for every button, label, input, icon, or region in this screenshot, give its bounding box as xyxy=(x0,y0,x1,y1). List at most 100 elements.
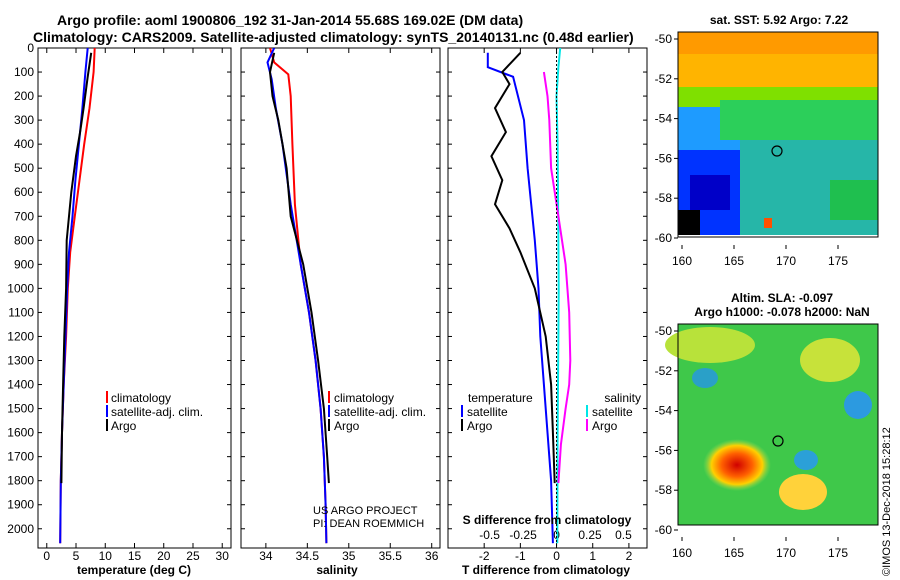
imos-watermark: ©IMOS 13-Dec-2018 15:28:12 xyxy=(881,427,893,576)
depth-tick-label: 1700 xyxy=(7,450,34,464)
secondary-x-tick-label: -0.5 xyxy=(479,528,500,542)
sla-warm-anomaly xyxy=(703,439,771,491)
x-tick-label: 35 xyxy=(342,549,356,563)
sst-green-patch xyxy=(830,180,878,220)
x-tick-label: 35.5 xyxy=(379,549,403,563)
depth-tick-label: 0 xyxy=(27,41,34,55)
depth-tick-label: 600 xyxy=(14,185,34,199)
depth-tick-label: 400 xyxy=(14,137,34,151)
secondary-xlabel: S difference from climatology xyxy=(463,513,632,527)
difference-panel xyxy=(447,47,648,549)
series-line-s-argo xyxy=(542,71,572,484)
sst-warmer-band xyxy=(678,32,878,54)
lon-tick-label: 160 xyxy=(672,254,692,268)
series-line-s-satellite xyxy=(555,48,562,544)
sst-map-title: sat. SST: 5.92 Argo: 7.22 xyxy=(710,13,849,27)
depth-tick-label: 1200 xyxy=(7,329,34,343)
legend-s-satellite: satellite xyxy=(592,405,633,419)
x-tick-label: 1 xyxy=(589,549,596,563)
x-tick-label: 10 xyxy=(99,549,113,563)
argo-float-marker xyxy=(772,435,784,447)
depth-tick-label: 2000 xyxy=(7,522,34,536)
x-tick-label: 20 xyxy=(157,549,171,563)
depth-tick-label: 900 xyxy=(14,257,34,271)
salinity-panel xyxy=(240,47,441,549)
lat-tick-label: -60 xyxy=(655,523,673,537)
secondary-x-tick-label: 0.25 xyxy=(578,528,602,542)
lat-tick-label: -60 xyxy=(655,231,673,245)
lon-tick-label: 165 xyxy=(724,546,744,560)
legend-t-argo: Argo xyxy=(467,419,493,433)
lon-tick-label: 175 xyxy=(828,254,848,268)
depth-tick-label: 1300 xyxy=(7,354,34,368)
depth-tick-label: 700 xyxy=(14,209,34,223)
secondary-x-tick-label: -0.25 xyxy=(509,528,537,542)
sla-blue-eddy xyxy=(844,391,872,419)
sst-map-frame xyxy=(677,31,879,238)
sla-blue-eddy xyxy=(692,368,718,388)
argo-float-marker xyxy=(771,145,783,157)
legend-satellite: satellite-adj. clim. xyxy=(111,405,203,419)
depth-tick-label: 1800 xyxy=(7,474,34,488)
depth-tick-label: 1500 xyxy=(7,402,34,416)
x-tick-label: 25 xyxy=(186,549,200,563)
lat-tick-label: -54 xyxy=(655,404,673,418)
legend-climatology: climatology xyxy=(334,391,394,405)
sla-map: -50 -52 -54 -56 -58 -60 160 165 170 175 xyxy=(655,323,879,560)
series-line-t-argo xyxy=(490,52,556,484)
salinity-xlabel: salinity xyxy=(316,563,358,577)
lat-tick-label: -52 xyxy=(655,72,673,86)
temperature-series xyxy=(59,48,96,544)
depth-axis: 0 100 200 300 400 500 600 700 800 900 1000 1100 1200… xyxy=(7,41,34,536)
x-tick-label: 2 xyxy=(626,549,633,563)
depth-tick-label: 1400 xyxy=(7,378,34,392)
lon-tick-label: 175 xyxy=(828,546,848,560)
series-line-argo xyxy=(60,52,93,484)
depth-tick-label: 1900 xyxy=(7,498,34,512)
temperature-legend: climatology satellite-adj. clim. Argo xyxy=(106,391,203,433)
secondary-x-tick-label: 0.5 xyxy=(615,528,632,542)
lat-tick-label: -58 xyxy=(655,191,673,205)
lon-tick-label: 170 xyxy=(776,546,796,560)
plot-title-line2: Climatology: CARS2009. Satellite-adjuste… xyxy=(33,29,634,45)
series-line-t-satellite xyxy=(486,52,554,544)
difference-legend: temperature satellite Argo salinity sate… xyxy=(461,391,641,527)
lon-tick-label: 160 xyxy=(672,546,692,560)
x-tick-label: 5 xyxy=(73,549,80,563)
sla-map-axes: -50 -52 -54 -56 -58 -60 160 165 170 175 xyxy=(655,324,849,560)
lat-tick-label: -50 xyxy=(655,32,673,46)
depth-tick-label: 200 xyxy=(14,89,34,103)
lon-tick-label: 170 xyxy=(776,254,796,268)
temperature-panel xyxy=(37,47,232,549)
sst-colder-region xyxy=(690,175,730,210)
sst-map: -50 -52 -54 -56 -58 -60 160 165 170 175 xyxy=(655,31,879,268)
lat-tick-label: -52 xyxy=(655,364,673,378)
sla-yellow-patch xyxy=(779,474,827,510)
depth-tick-label: 500 xyxy=(14,161,34,175)
legend-satellite: satellite-adj. clim. xyxy=(334,405,426,419)
plot-title-line1: Argo profile: aoml 1900806_192 31-Jan-20… xyxy=(57,12,524,28)
difference-xlabel: T difference from climatology xyxy=(462,563,630,577)
lat-tick-label: -50 xyxy=(655,324,673,338)
depth-tick-label: 300 xyxy=(14,113,34,127)
x-tick-label: 36 xyxy=(425,549,439,563)
lat-tick-label: -56 xyxy=(655,443,673,457)
legend-salinity-title: salinity xyxy=(604,391,641,405)
legend-argo: Argo xyxy=(111,419,137,433)
temperature-xlabel: temperature (deg C) xyxy=(77,563,191,577)
depth-tick-label: 1100 xyxy=(8,305,34,319)
salinity-x-axis: 34 34.5 35 35.5 36 xyxy=(241,47,440,563)
x-tick-label: 15 xyxy=(128,549,142,563)
depth-tick-label: 1600 xyxy=(7,426,34,440)
x-tick-label: -2 xyxy=(479,549,490,563)
x-tick-label: 34 xyxy=(259,549,273,563)
x-tick-label: 30 xyxy=(216,549,230,563)
legend-s-argo: Argo xyxy=(592,419,618,433)
sla-blue-eddy xyxy=(794,450,818,470)
lon-tick-label: 165 xyxy=(724,254,744,268)
x-tick-label: -1 xyxy=(515,549,526,563)
sst-land-mask xyxy=(678,210,700,237)
sla-yellow-patch xyxy=(800,338,860,382)
salinity-series xyxy=(266,48,330,544)
